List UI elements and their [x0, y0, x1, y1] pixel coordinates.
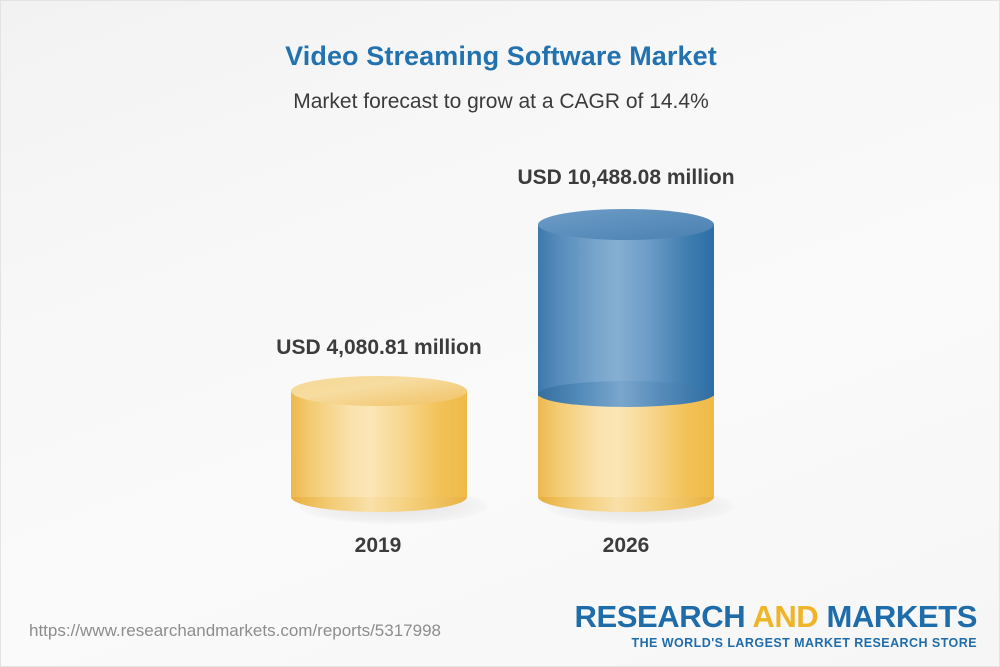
- value-label-2019: USD 4,080.81 million: [276, 336, 482, 359]
- category-label-2026: 2026: [602, 534, 650, 557]
- bar-2019-body: [291, 390, 467, 497]
- bar-2019-top-cap: [291, 376, 467, 406]
- bar-2026-growth-segment: [538, 224, 714, 396]
- value-label-2026: USD 10,488.08 million: [517, 166, 735, 189]
- brand-word-research: RESEARCH: [574, 599, 746, 634]
- bar-2019[interactable]: [291, 376, 467, 512]
- bar-2026[interactable]: [538, 209, 714, 512]
- brand-logo[interactable]: RESEARCH AND MARKETS THE WORLD'S LARGEST…: [574, 601, 977, 650]
- brand-word-and: AND: [752, 599, 819, 634]
- page-title: Video Streaming Software Market: [285, 41, 717, 71]
- report-url[interactable]: https://www.researchandmarkets.com/repor…: [29, 621, 441, 640]
- bar-2026-segment-divider: [538, 381, 714, 407]
- category-label-2019: 2019: [354, 534, 402, 557]
- brand-word-markets: MARKETS: [826, 599, 978, 634]
- brand-tagline: THE WORLD'S LARGEST MARKET RESEARCH STOR…: [631, 635, 977, 650]
- bar-2026-top-cap: [538, 209, 714, 240]
- bar-2026-base-segment: [538, 389, 714, 497]
- brand-name: RESEARCH AND MARKETS: [574, 601, 977, 633]
- chart-subtitle: Market forecast to grow at a CAGR of 14.…: [293, 90, 709, 113]
